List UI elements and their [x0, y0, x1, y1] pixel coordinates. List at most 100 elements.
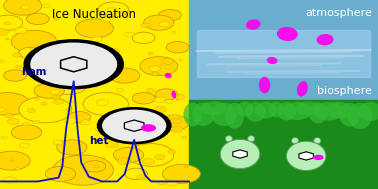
Circle shape	[148, 52, 153, 55]
Circle shape	[162, 59, 174, 64]
Circle shape	[26, 13, 49, 25]
Circle shape	[116, 88, 124, 92]
Circle shape	[13, 53, 22, 57]
Text: biosphere: biosphere	[318, 86, 372, 96]
Ellipse shape	[192, 102, 215, 126]
Ellipse shape	[326, 102, 352, 118]
Circle shape	[0, 93, 30, 115]
Circle shape	[40, 79, 45, 82]
Circle shape	[109, 132, 119, 137]
Circle shape	[102, 157, 105, 159]
Ellipse shape	[291, 137, 299, 144]
Circle shape	[42, 55, 64, 66]
Circle shape	[158, 180, 166, 185]
Circle shape	[147, 88, 155, 92]
Circle shape	[83, 93, 129, 115]
Ellipse shape	[287, 141, 326, 171]
Ellipse shape	[183, 103, 202, 126]
Circle shape	[105, 8, 118, 15]
Ellipse shape	[269, 102, 284, 117]
Circle shape	[45, 166, 76, 181]
Circle shape	[41, 102, 47, 105]
Circle shape	[30, 47, 38, 51]
Circle shape	[0, 15, 23, 30]
Circle shape	[141, 23, 150, 28]
Circle shape	[163, 164, 200, 183]
Circle shape	[43, 4, 50, 8]
Circle shape	[137, 175, 147, 180]
Circle shape	[117, 125, 147, 140]
Circle shape	[313, 155, 324, 160]
Circle shape	[170, 119, 181, 124]
Circle shape	[27, 109, 35, 112]
Circle shape	[93, 165, 99, 168]
Ellipse shape	[308, 102, 328, 123]
Circle shape	[76, 19, 113, 38]
Circle shape	[151, 180, 154, 181]
Circle shape	[141, 127, 150, 132]
Circle shape	[98, 2, 129, 17]
Circle shape	[10, 160, 14, 162]
Circle shape	[14, 27, 27, 34]
Text: hom: hom	[21, 67, 46, 77]
Circle shape	[167, 181, 177, 186]
Circle shape	[19, 143, 29, 148]
Ellipse shape	[236, 102, 254, 117]
Circle shape	[23, 39, 124, 89]
Circle shape	[159, 115, 189, 130]
Circle shape	[7, 119, 19, 124]
Circle shape	[3, 177, 17, 183]
Circle shape	[129, 144, 174, 166]
Circle shape	[66, 109, 71, 111]
Circle shape	[155, 89, 178, 100]
Circle shape	[79, 76, 82, 78]
Circle shape	[19, 96, 72, 123]
Circle shape	[132, 93, 155, 104]
Circle shape	[15, 65, 22, 68]
Circle shape	[53, 155, 113, 185]
Circle shape	[23, 122, 29, 126]
Circle shape	[2, 136, 8, 139]
Bar	[0, 0, 189, 189]
Text: atmosphere: atmosphere	[305, 8, 372, 18]
Circle shape	[170, 126, 183, 132]
Circle shape	[172, 31, 176, 33]
Circle shape	[184, 166, 188, 168]
Circle shape	[98, 133, 108, 138]
Circle shape	[154, 97, 166, 103]
Circle shape	[129, 107, 134, 109]
Circle shape	[175, 95, 185, 100]
Ellipse shape	[245, 102, 266, 122]
Circle shape	[159, 22, 170, 27]
Circle shape	[107, 48, 119, 54]
Ellipse shape	[348, 103, 372, 129]
Circle shape	[68, 112, 91, 123]
Polygon shape	[299, 152, 313, 160]
Circle shape	[42, 62, 48, 65]
Ellipse shape	[255, 102, 277, 119]
Bar	[189, 100, 378, 189]
Circle shape	[4, 70, 26, 81]
Circle shape	[140, 57, 178, 76]
Circle shape	[11, 125, 42, 140]
Circle shape	[50, 90, 59, 94]
Ellipse shape	[211, 102, 237, 126]
Circle shape	[0, 29, 8, 35]
Circle shape	[0, 60, 4, 63]
Circle shape	[52, 95, 60, 99]
Polygon shape	[233, 150, 247, 158]
Circle shape	[102, 110, 166, 142]
Circle shape	[152, 72, 159, 76]
Circle shape	[64, 118, 76, 124]
Circle shape	[166, 42, 189, 53]
Ellipse shape	[267, 57, 277, 64]
Text: het: het	[89, 136, 108, 146]
Circle shape	[83, 51, 90, 55]
Ellipse shape	[201, 101, 227, 115]
Circle shape	[53, 140, 63, 145]
Circle shape	[83, 161, 106, 172]
Circle shape	[125, 32, 134, 37]
Ellipse shape	[225, 136, 232, 142]
Circle shape	[110, 68, 140, 83]
Circle shape	[5, 22, 11, 25]
